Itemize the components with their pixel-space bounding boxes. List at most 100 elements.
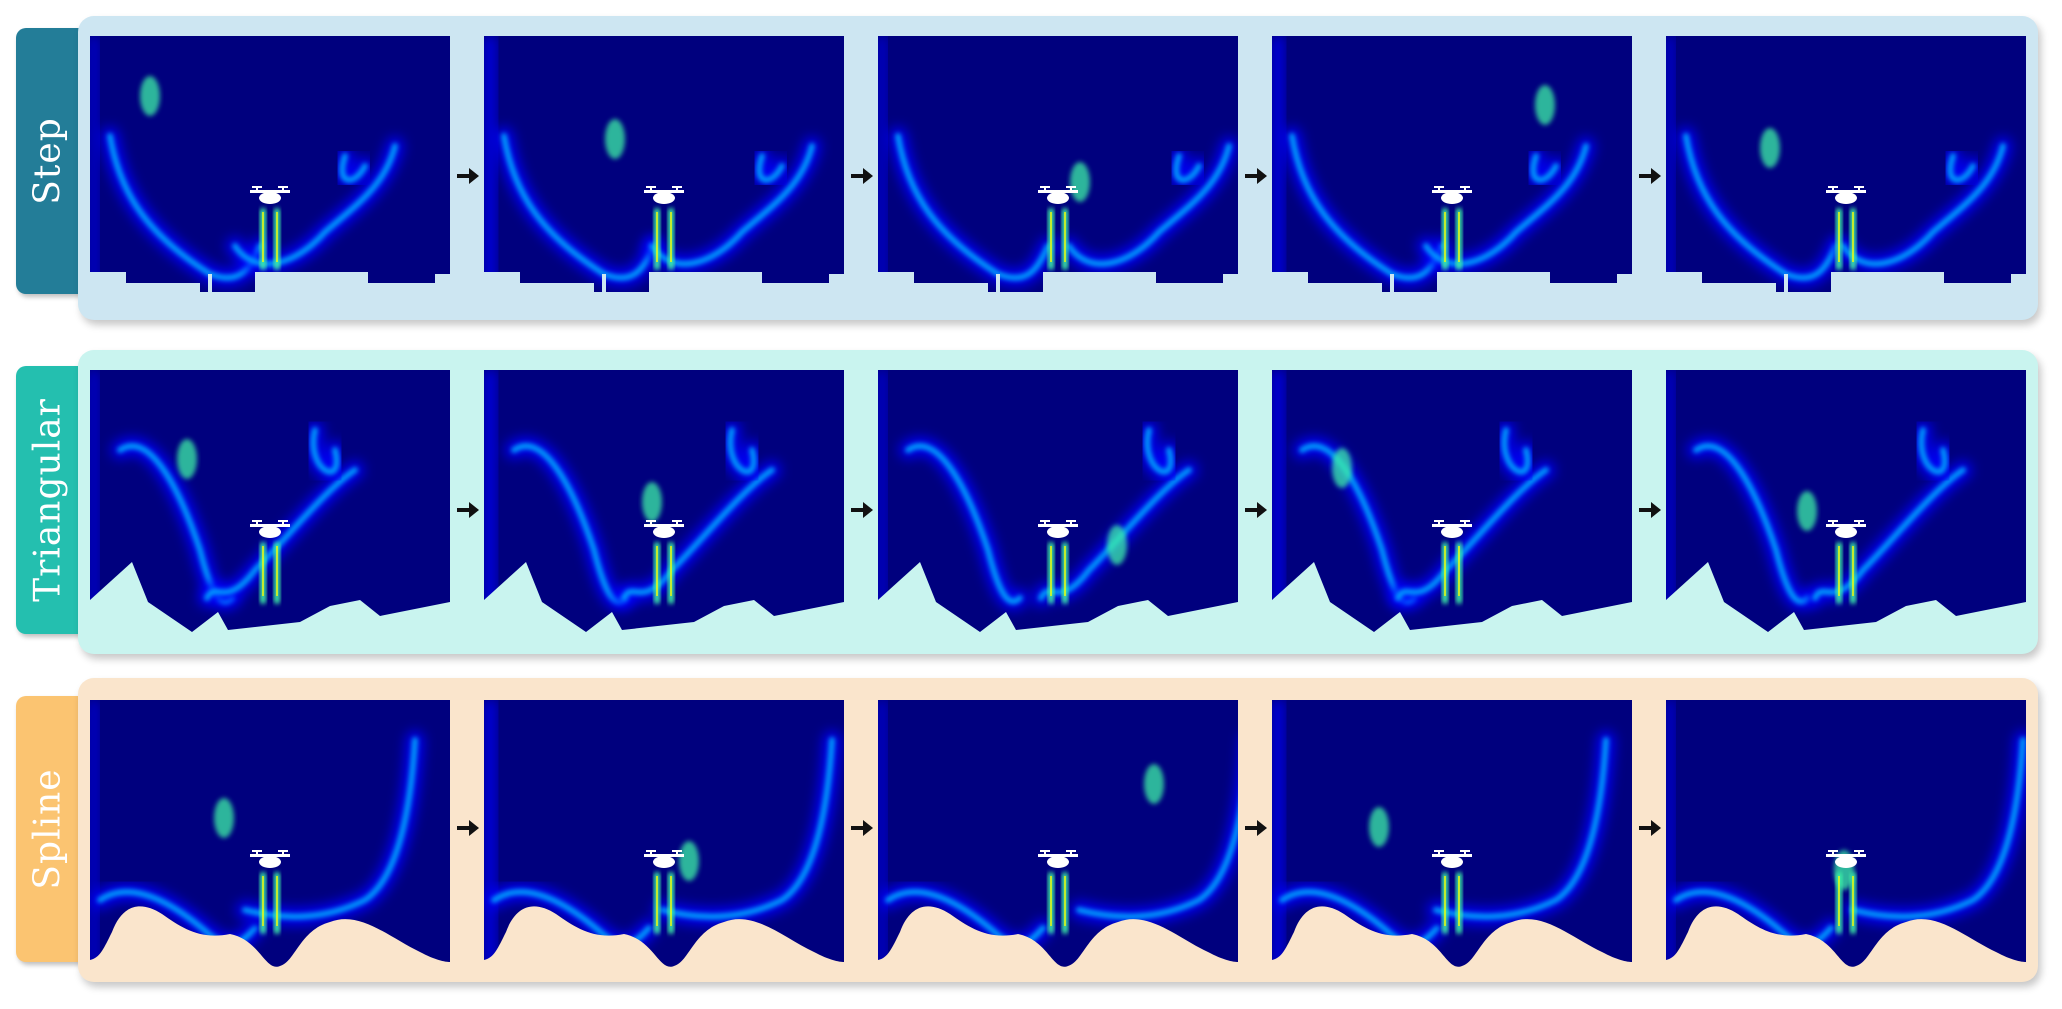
terrain-triangular xyxy=(878,562,1238,638)
wall-flow xyxy=(90,370,98,638)
flow-frame-step-4 xyxy=(1272,36,1632,304)
flow-field-image xyxy=(90,700,450,968)
high-speed-spot xyxy=(1760,128,1780,168)
flow-frame-triangular-2 xyxy=(484,370,844,638)
arrow-right-icon xyxy=(455,818,481,838)
terrain-spline xyxy=(484,906,844,968)
flow-frame-spline-5 xyxy=(1666,700,2026,968)
terrain-step xyxy=(1666,272,2026,304)
vortex-streak-inner xyxy=(1850,737,2026,920)
downwash-jet-core xyxy=(1050,876,1052,926)
high-speed-spot xyxy=(1107,525,1127,565)
terrain-spline xyxy=(90,906,450,968)
vortex-streak-inner xyxy=(1076,809,1238,920)
wall-flow xyxy=(1272,700,1284,968)
high-speed-spot xyxy=(140,76,160,116)
terrain-step xyxy=(90,272,450,304)
flow-frame-triangular-4 xyxy=(1272,370,1632,638)
downwash-jet-core xyxy=(1064,876,1066,926)
field-background xyxy=(90,370,450,638)
flow-field-image xyxy=(1272,36,1632,304)
flow-field-image xyxy=(1272,370,1632,638)
arrow-right-icon xyxy=(1243,818,1269,838)
wall-flow xyxy=(484,700,496,968)
terrain-step xyxy=(484,272,844,304)
vortex-streak-inner xyxy=(659,737,835,920)
field-background xyxy=(1272,370,1632,638)
flow-frame-spline-4 xyxy=(1272,700,1632,968)
row-label-triangular: Triangular xyxy=(27,398,69,602)
flow-field-image xyxy=(484,700,844,968)
wall-flow xyxy=(878,36,886,304)
vortex-streak-inner xyxy=(727,427,757,475)
downwash-jet-core xyxy=(1838,212,1840,262)
downwash-jet-core xyxy=(1444,212,1446,262)
drone-icon xyxy=(250,850,290,868)
downwash-jet-core xyxy=(1852,212,1854,262)
flow-field-image xyxy=(878,36,1238,304)
drone-icon xyxy=(1432,186,1472,204)
vortex-streak-inner xyxy=(1173,153,1202,183)
arrow-right-icon xyxy=(849,818,875,838)
flow-frame-spline-2 xyxy=(484,700,844,968)
terrain-spline xyxy=(878,906,1238,968)
vortex-streak-inner xyxy=(905,443,1023,605)
wall-flow xyxy=(878,370,886,638)
terrain-spline xyxy=(1666,906,2026,968)
vortex-streak-inner xyxy=(1693,443,1811,605)
downwash-jet-core xyxy=(1050,546,1052,596)
wall-flow xyxy=(484,370,496,638)
wall-flow xyxy=(484,36,496,304)
vortex-streak-inner xyxy=(1144,427,1174,475)
flow-field-image xyxy=(484,370,844,638)
wall-flow xyxy=(1666,36,1674,304)
downwash-jet-core xyxy=(670,546,672,596)
vortex-streak-inner xyxy=(242,737,418,920)
high-speed-spot xyxy=(214,798,234,838)
high-speed-spot xyxy=(1535,85,1555,125)
wall-flow xyxy=(1666,700,1674,968)
flow-frame-step-5 xyxy=(1666,36,2026,304)
vortex-streak-inner xyxy=(895,133,1051,281)
vortex-streak-inner xyxy=(1501,427,1531,475)
high-speed-spot xyxy=(679,841,699,881)
downwash-jet-core xyxy=(1458,876,1460,926)
flow-frame-triangular-5 xyxy=(1666,370,2026,638)
row-label-step: Step xyxy=(27,117,69,205)
row-label-spline: Spline xyxy=(27,768,69,890)
flow-field-image xyxy=(90,370,450,638)
terrain-spline xyxy=(1272,906,1632,968)
terrain-triangular xyxy=(1272,562,1632,638)
drone-icon xyxy=(644,186,684,204)
downwash-jet-core xyxy=(1458,212,1460,262)
downwash-jet-core xyxy=(1838,546,1840,596)
flow-field-image xyxy=(484,36,844,304)
terrain-step xyxy=(1272,272,1632,304)
downwash-jet-core xyxy=(1050,212,1052,262)
row-label-tab-triangular: Triangular xyxy=(16,366,80,634)
arrow-right-icon xyxy=(455,166,481,186)
downwash-jet-core xyxy=(276,212,278,262)
flow-frame-step-1 xyxy=(90,36,450,304)
flow-frame-spline-1 xyxy=(90,700,450,968)
vortex-streak-inner xyxy=(232,143,398,267)
downwash-jet-core xyxy=(1444,876,1446,926)
drone-icon xyxy=(1432,520,1472,538)
vortex-streak-inner xyxy=(511,443,629,605)
vortex-streak-inner xyxy=(1066,143,1232,267)
flow-frame-step-3 xyxy=(878,36,1238,304)
drone-icon xyxy=(1038,850,1078,868)
flow-frame-step-2 xyxy=(484,36,844,304)
vortex-streak-inner xyxy=(339,153,368,183)
vortex-streak-inner xyxy=(1918,427,1948,475)
flow-frame-triangular-3 xyxy=(878,370,1238,638)
downwash-jet-core xyxy=(1444,546,1446,596)
high-speed-spot xyxy=(1070,162,1090,202)
downwash-jet-core xyxy=(276,876,278,926)
high-speed-spot xyxy=(605,119,625,159)
downwash-jet-core xyxy=(670,212,672,262)
wall-flow xyxy=(90,700,98,968)
field-background xyxy=(484,370,844,638)
vortex-streak-inner xyxy=(1433,737,1609,920)
vortex-streak-inner xyxy=(310,427,340,475)
